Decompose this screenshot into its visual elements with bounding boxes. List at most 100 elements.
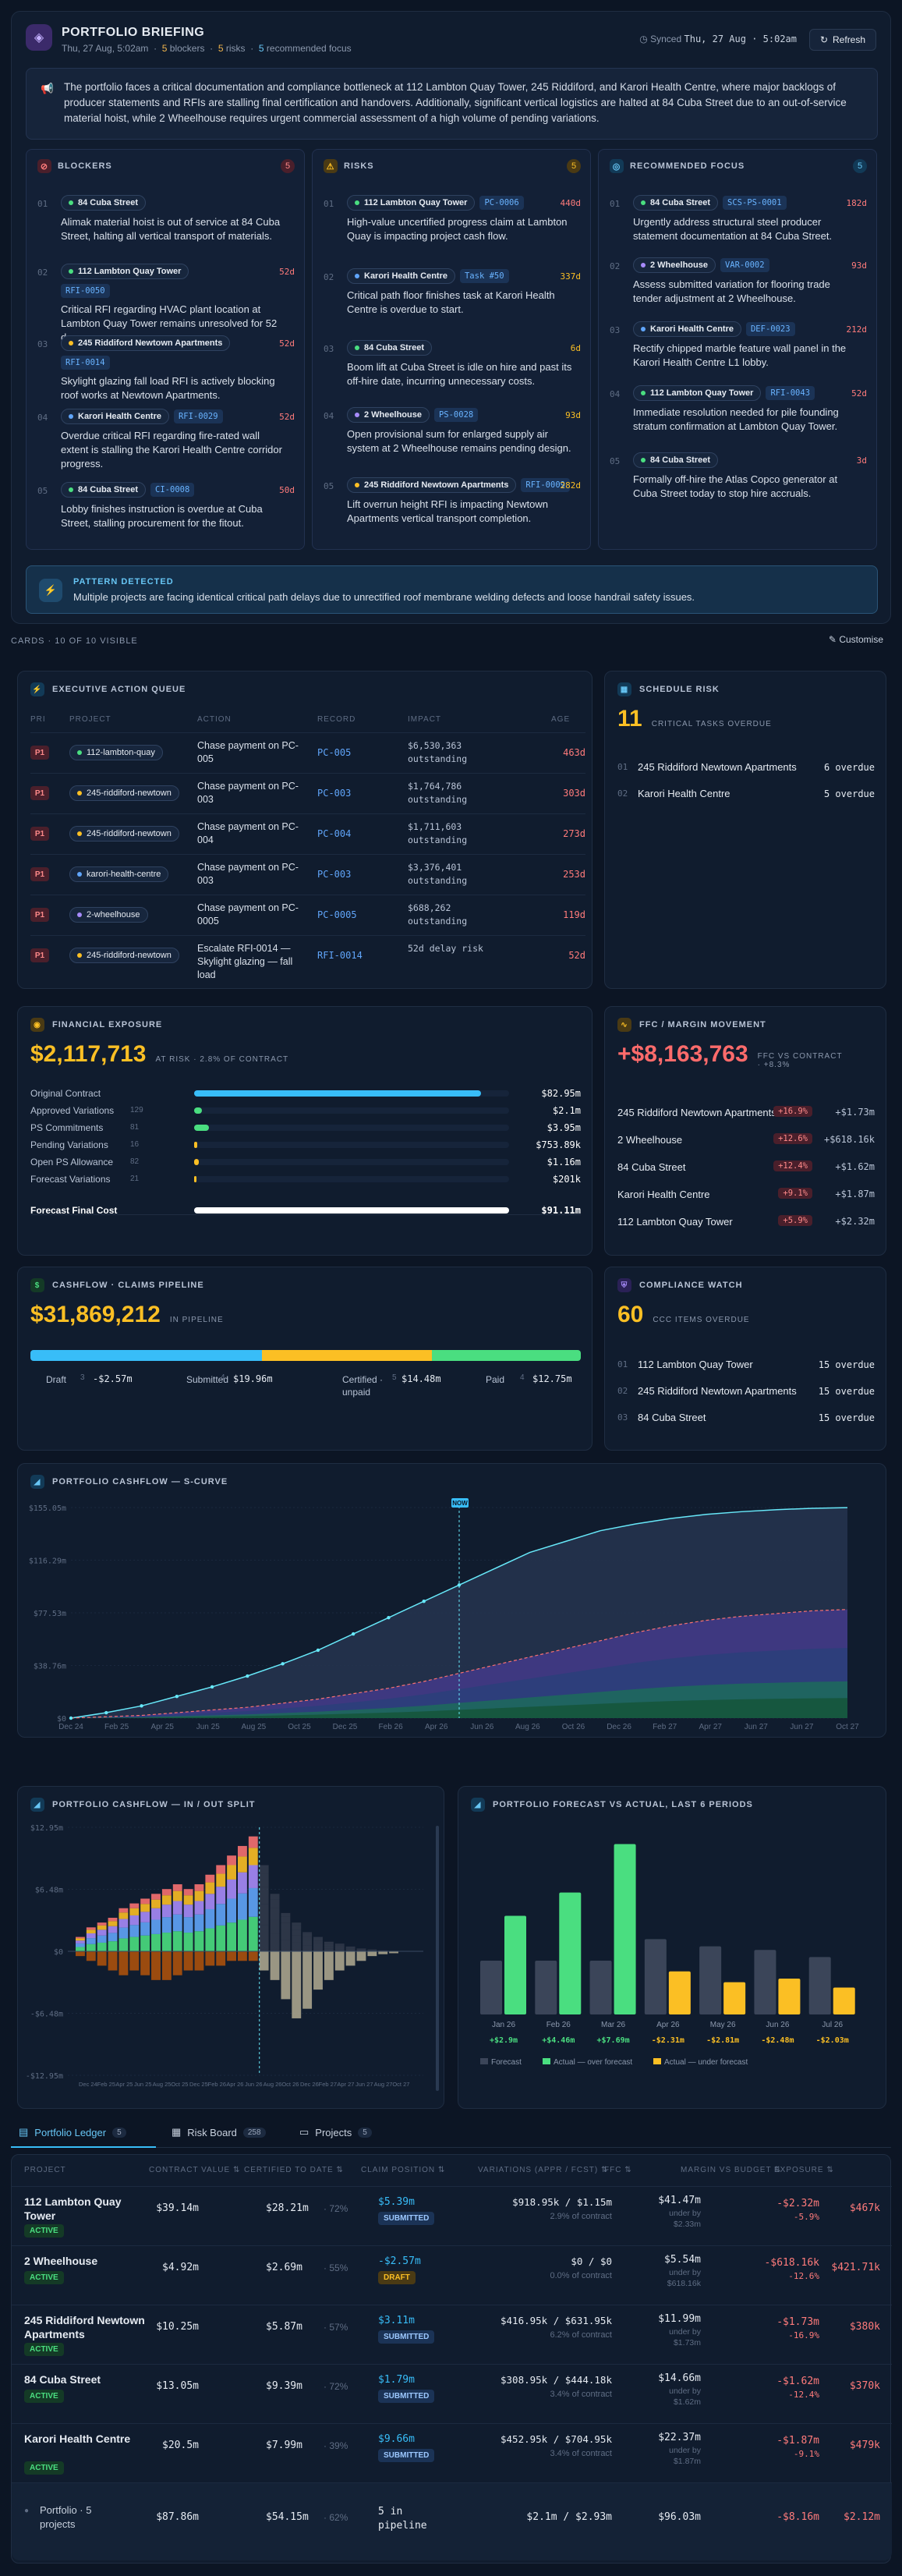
record-link[interactable]: PC-003 (317, 869, 352, 880)
column-header[interactable]: CLAIM POSITION ⇅ (361, 2166, 446, 2174)
blockers-item[interactable]: 02 112 Lambton Quay Tower RFI-0050 52d Criti… (37, 264, 295, 343)
column-header[interactable]: CONTRACT VALUE ⇅ (149, 2166, 241, 2174)
project-pill[interactable]: karori-health-centre (69, 866, 169, 882)
blockers-item[interactable]: 01 84 Cuba Street Alimak material hoist is… (37, 195, 295, 260)
record-tag[interactable]: CI-0008 (150, 483, 195, 497)
column-header[interactable]: CERTIFIED TO DATE ⇅ (244, 2166, 344, 2174)
ffc-row[interactable]: Karori Health Centre +9.1% +$1.87m (617, 1185, 875, 1204)
record-tag[interactable]: DEF-0023 (745, 322, 795, 336)
project-name[interactable]: Karori Health Centre (24, 2432, 131, 2445)
ffc-row[interactable]: 112 Lambton Quay Tower +5.9% +$2.32m (617, 1213, 875, 1231)
ffc-row[interactable]: 84 Cuba Street +12.4% +$1.62m (617, 1158, 875, 1177)
project-pill[interactable]: 112 Lambton Quay Tower (61, 264, 189, 279)
list-item[interactable]: 01 245 Riddiford Newtown Apartments 6 over… (617, 759, 875, 778)
focus-item[interactable]: 01 84 Cuba Street SCS-PS-0001 182d Urgently … (610, 195, 867, 260)
project-pill[interactable]: 84 Cuba Street (61, 482, 147, 498)
blockers-item[interactable]: 03 245 Riddiford Newtown Apartments RFI-00… (37, 335, 295, 401)
table-row[interactable]: P1 245-riddiford-newtown Chase payment on … (30, 773, 585, 813)
table-row[interactable]: P1 2-wheelhouse Chase payment on PC-0005 PC… (30, 895, 585, 935)
record-tag[interactable]: RFI-0029 (173, 409, 223, 423)
ffc-row[interactable]: 245 Riddiford Newtown Apartments +16.9% +$… (617, 1104, 875, 1122)
record-tag[interactable]: SCS-PS-0001 (723, 196, 787, 210)
x-tick-label: Dec 24 (58, 1723, 83, 1731)
column-header[interactable]: EXPOSURE ⇅ (774, 2166, 834, 2174)
cash-in-bar (183, 1895, 193, 1905)
record-tag[interactable]: RFI-0014 (61, 356, 110, 370)
project-pill[interactable]: 245-riddiford-newtown (69, 785, 179, 801)
pipeline-segment[interactable] (432, 1350, 581, 1361)
project-pill[interactable]: Karori Health Centre (347, 268, 455, 284)
project-pill[interactable]: Karori Health Centre (633, 321, 741, 337)
risks-item[interactable]: 04 2 Wheelhouse PS-0028 93d Open provisional… (324, 407, 581, 473)
project-pill[interactable]: 245 Riddiford Newtown Apartments (61, 335, 231, 351)
column-header[interactable]: PROJECT (24, 2166, 66, 2174)
project-pill[interactable]: Karori Health Centre (61, 409, 169, 424)
customise-button[interactable]: ✎ Customise (829, 634, 883, 645)
column-header[interactable]: MARGIN VS BUDGET ⇅ (681, 2166, 782, 2174)
focus-item[interactable]: 03 Karori Health Centre DEF-0023 212d Rectif… (610, 321, 867, 387)
project-pill[interactable]: 2-wheelhouse (69, 907, 148, 923)
project-name[interactable]: 84 Cuba Street (24, 2373, 101, 2386)
risks-item[interactable]: 05 245 Riddiford Newtown Apartments RFI-00… (324, 477, 581, 543)
project-pill[interactable]: 2 Wheelhouse (633, 257, 716, 273)
blockers-item[interactable]: 05 84 Cuba Street CI-0008 50d Lobby finishes… (37, 482, 295, 547)
project-pill[interactable]: 2 Wheelhouse (347, 407, 430, 423)
project-pill[interactable]: 112 Lambton Quay Tower (347, 195, 476, 211)
focus-item[interactable]: 02 2 Wheelhouse VAR-0002 93d Assess submitte… (610, 257, 867, 323)
risks-item[interactable]: 01 112 Lambton Quay Tower PC-0006 440d High-… (324, 195, 581, 260)
list-item[interactable]: 02 245 Riddiford Newtown Apartments 15 ove… (617, 1383, 875, 1401)
record-link[interactable]: RFI-0014 (317, 950, 363, 961)
focus-item[interactable]: 05 84 Cuba Street 3d Formally off-hire the … (610, 452, 867, 518)
table-row[interactable]: Karori Health Centre ACTIVE $20.5m $7.99m · … (12, 2423, 892, 2482)
forecast-bar (644, 1939, 667, 2014)
table-row[interactable]: P1 karori-health-centre Chase payment on P… (30, 854, 585, 895)
tab-portfolio-ledger[interactable]: ▤ Portfolio Ledger 5 (19, 2126, 126, 2138)
record-tag[interactable]: Task #50 (459, 269, 509, 283)
column-header[interactable]: VARIATIONS (APPR / FCST) ⇅ (478, 2166, 609, 2174)
risks-item[interactable]: 03 84 Cuba Street 6d Boom lift at Cuba Stre… (324, 340, 581, 406)
data-point (457, 1583, 462, 1587)
project-pill[interactable]: 112 Lambton Quay Tower (633, 385, 762, 401)
record-tag[interactable]: PS-0028 (433, 408, 479, 422)
record-link[interactable]: PC-005 (317, 747, 352, 758)
record-link[interactable]: PC-003 (317, 788, 352, 799)
record-tag[interactable]: PC-0006 (479, 196, 524, 210)
record-link[interactable]: PC-0005 (317, 909, 357, 920)
table-row[interactable]: P1 245-riddiford-newtown Escalate RFI-0014… (30, 935, 585, 980)
project-pill[interactable]: 84 Cuba Street (633, 452, 719, 468)
tab-risk-board[interactable]: ▦ Risk Board 258 (172, 2126, 266, 2138)
record-link[interactable]: PC-004 (317, 828, 352, 839)
table-row[interactable]: 84 Cuba Street ACTIVE $13.05m $9.39m · 72% $1… (12, 2364, 892, 2423)
project-pill[interactable]: 245-riddiford-newtown (69, 948, 179, 963)
table-row[interactable]: 245 Riddiford Newtown Apartments ACTIVE $1… (12, 2305, 892, 2364)
list-item[interactable]: 01 112 Lambton Quay Tower 15 overdue (617, 1356, 875, 1375)
list-item[interactable]: 03 84 Cuba Street 15 overdue (617, 1409, 875, 1428)
list-item[interactable]: 02 Karori Health Centre 5 overdue (617, 785, 875, 804)
project-pill[interactable]: 84 Cuba Street (347, 340, 433, 356)
focus-item[interactable]: 04 112 Lambton Quay Tower RFI-0043 52d Immed… (610, 385, 867, 451)
blockers-item[interactable]: 04 Karori Health Centre RFI-0029 52d Overdue… (37, 409, 295, 474)
project-pill[interactable]: 84 Cuba Street (61, 195, 147, 211)
project-pill[interactable]: 245 Riddiford Newtown Apartments (347, 477, 517, 493)
record-tag[interactable]: RFI-0009 (521, 478, 570, 492)
column-header[interactable]: FFC ⇅ (604, 2166, 632, 2174)
table-row[interactable]: 112 Lambton Quay Tower ACTIVE $39.14m $28.2… (12, 2186, 892, 2245)
project-pill[interactable]: 112-lambton-quay (69, 745, 163, 760)
record-tag[interactable]: VAR-0002 (720, 258, 769, 272)
tab-projects[interactable]: ▭ Projects 5 (299, 2126, 372, 2138)
pipeline-segment[interactable] (30, 1350, 262, 1361)
project-name[interactable]: 2 Wheelhouse (24, 2255, 98, 2267)
project-name[interactable]: 112 Lambton Quay Tower (24, 2195, 122, 2222)
project-pill[interactable]: 245-riddiford-newtown (69, 826, 179, 842)
pipeline-segment[interactable] (261, 1350, 433, 1361)
record-tag[interactable]: RFI-0043 (766, 386, 815, 400)
ffc-row[interactable]: 2 Wheelhouse +12.6% +$618.16k (617, 1131, 875, 1150)
refresh-button[interactable]: ↻ Refresh (809, 29, 876, 51)
project-name[interactable]: 245 Riddiford Newtown Apartments (24, 2314, 145, 2340)
table-row[interactable]: P1 112-lambton-quay Chase payment on PC-00… (30, 732, 585, 773)
project-pill[interactable]: 84 Cuba Street (633, 195, 719, 211)
table-row[interactable]: P1 245-riddiford-newtown Chase payment on … (30, 813, 585, 854)
table-row[interactable]: 2 Wheelhouse ACTIVE $4.92m $2.69m · 55% -$2.5… (12, 2245, 892, 2305)
risks-item[interactable]: 02 Karori Health Centre Task #50 337d Critic… (324, 268, 581, 334)
record-tag[interactable]: RFI-0050 (61, 284, 110, 298)
